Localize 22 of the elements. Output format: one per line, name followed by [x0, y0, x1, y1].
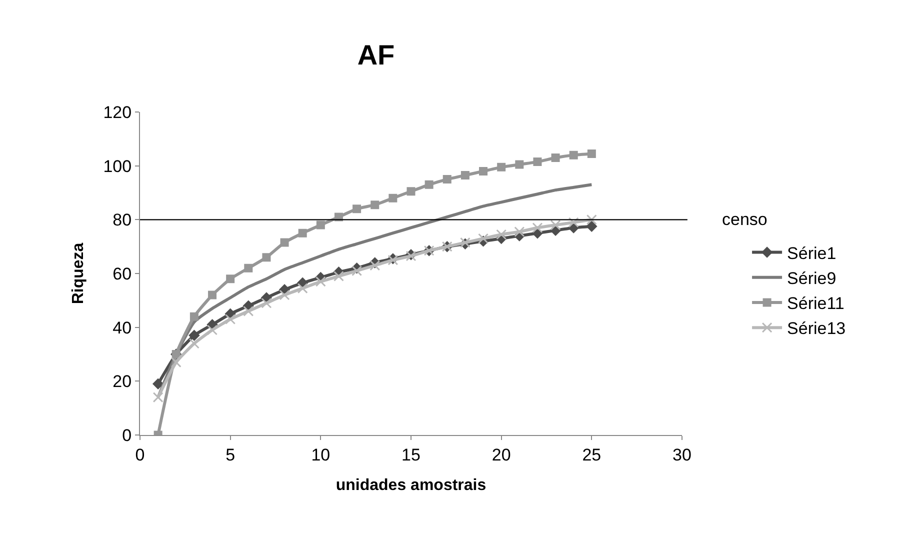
x-axis-title: unidades amostrais — [336, 477, 486, 494]
ref-line-label: censo — [722, 210, 768, 229]
legend-label: Série9 — [787, 269, 836, 288]
x-tick-label: 25 — [582, 445, 602, 464]
x-tick-label: 15 — [402, 445, 420, 464]
y-tick-label: 60 — [112, 264, 132, 284]
y-tick-label: 100 — [103, 156, 132, 176]
x-tick-label: 30 — [672, 445, 692, 464]
x-tick-label: 10 — [311, 445, 330, 464]
legend-label: Série1 — [787, 244, 836, 263]
y-tick-label: 120 — [103, 102, 132, 122]
y-axis-title: Riqueza — [70, 242, 88, 304]
y-tick-label: 20 — [112, 372, 132, 392]
y-tick-label: 40 — [112, 318, 132, 338]
y-tick-label: 80 — [112, 210, 132, 230]
chart-title: AF — [357, 39, 395, 70]
x-tick-label: 0 — [135, 445, 145, 464]
x-tick-label: 20 — [492, 445, 511, 464]
legend-label: Série13 — [787, 319, 846, 338]
x-tick-label: 5 — [226, 445, 236, 464]
legend-label: Série11 — [787, 294, 844, 314]
y-tick-label: 0 — [122, 426, 132, 445]
